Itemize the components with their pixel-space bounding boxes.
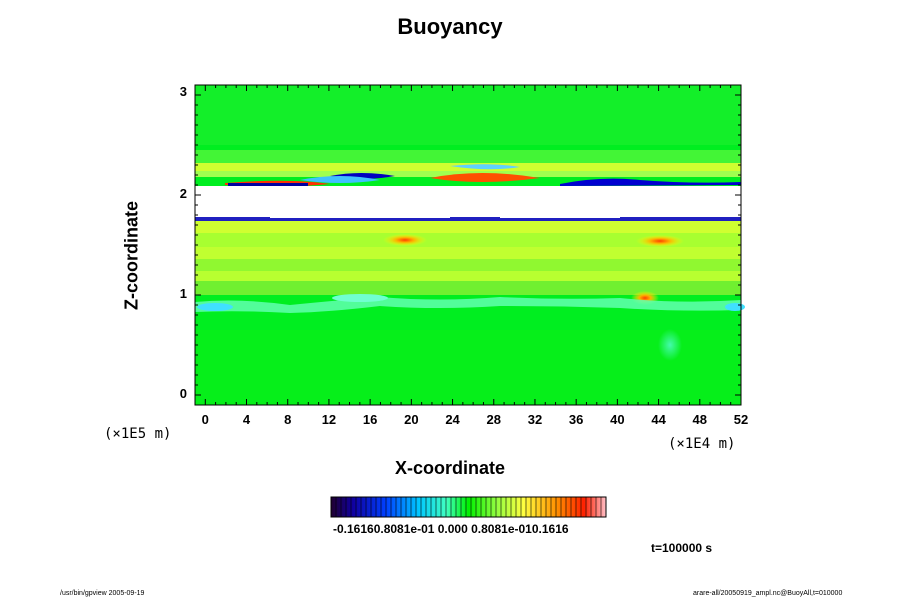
- xtick-label: 8: [284, 412, 292, 427]
- x-unit-label: (×1E4 m): [668, 436, 736, 452]
- xtick-label: 36: [568, 412, 584, 427]
- footer-left: /usr/bin/gpview 2005-09-19: [60, 590, 145, 597]
- ytick-label: 3: [179, 84, 187, 99]
- xtick-label: 40: [610, 412, 625, 427]
- xtick-label: 12: [321, 412, 337, 427]
- y-unit-label: (×1E5 m): [104, 426, 172, 442]
- colorbar: [330, 496, 607, 518]
- xtick-label: 24: [445, 412, 460, 427]
- xtick-label: 32: [527, 412, 543, 427]
- missing-data-band: [195, 186, 741, 218]
- positive-anomaly-left: [383, 234, 427, 246]
- negative-anomaly-lower: [658, 329, 682, 361]
- xtick-label: 0: [201, 412, 209, 427]
- xtick-label: 4: [242, 412, 251, 427]
- chart-title: Buoyancy: [397, 14, 503, 39]
- xtick-label: 52: [733, 412, 749, 427]
- time-label: t=100000 s: [651, 541, 713, 555]
- positive-anomaly-upper: [430, 173, 540, 182]
- y-axis-label: Z-coordinate: [121, 201, 142, 311]
- footer-right: arare-all/20050919_ampl.nc@BuoyAll,t=010…: [693, 590, 843, 597]
- ytick-label: 0: [179, 386, 187, 401]
- colorbar-tick-labels: -0.16160.8081e-01 0.000 0.8081e-010.1616: [333, 522, 569, 536]
- xtick-label: 16: [362, 412, 378, 427]
- xtick-label: 48: [692, 412, 708, 427]
- x-axis-label: X-coordinate: [394, 458, 505, 478]
- axis-ticks: [195, 84, 742, 405]
- xtick-label: 28: [486, 412, 501, 427]
- cyan-band: [195, 297, 741, 313]
- ytick-label: 1: [179, 286, 187, 301]
- xtick-label: 20: [404, 412, 419, 427]
- ytick-label: 2: [179, 186, 187, 201]
- xtick-label: 44: [651, 412, 666, 427]
- positive-anomaly-right: [636, 235, 684, 247]
- heatmap-field: [195, 85, 745, 405]
